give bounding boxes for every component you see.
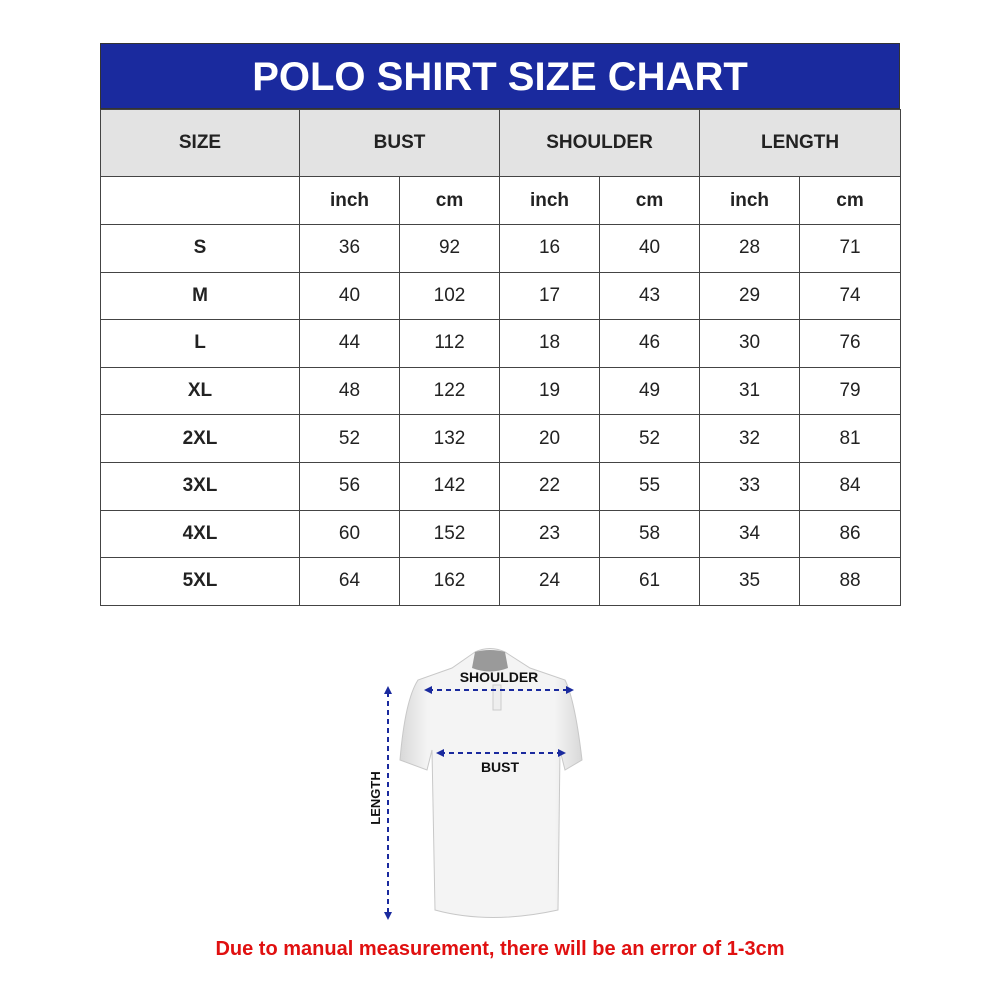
value-cell: 55 xyxy=(599,461,701,511)
measurement-note: Due to manual measurement, there will be… xyxy=(215,938,785,960)
value-cell: 28 xyxy=(699,224,801,273)
chart-title: POLO SHIRT SIZE CHART xyxy=(100,43,900,109)
value-cell: 19 xyxy=(499,366,601,416)
unit-row: inch cm inch cm inch cm xyxy=(100,176,902,225)
value-cell: 112 xyxy=(398,319,501,368)
value-cell: 24 xyxy=(499,557,601,606)
value-cell: 17 xyxy=(499,271,601,321)
shoulder-label: SHOULDER xyxy=(460,669,539,685)
value-cell: 86 xyxy=(799,509,902,559)
value-cell: 122 xyxy=(398,366,501,416)
value-cell: 20 xyxy=(499,414,601,463)
value-cell: 132 xyxy=(398,414,501,463)
unit-cell: cm xyxy=(599,176,701,225)
value-cell: 29 xyxy=(699,271,801,321)
unit-cell: cm xyxy=(398,176,501,225)
size-table: SIZE BUST SHOULDER LENGTH inch cm inch c… xyxy=(100,109,902,606)
value-cell: 35 xyxy=(699,557,801,606)
value-cell: 40 xyxy=(599,224,701,273)
value-cell: 48 xyxy=(299,366,400,416)
length-label: LENGTH xyxy=(368,771,383,824)
value-cell: 31 xyxy=(699,366,801,416)
value-cell: 52 xyxy=(599,414,701,463)
table-row: L 44 112 18 46 30 76 xyxy=(100,319,902,368)
value-cell: 58 xyxy=(599,509,701,559)
value-cell: 23 xyxy=(499,509,601,559)
value-cell: 64 xyxy=(299,557,400,606)
value-cell: 16 xyxy=(499,224,601,273)
size-cell: M xyxy=(100,271,300,321)
table-row: 2XL 52 132 20 52 32 81 xyxy=(100,414,902,463)
value-cell: 40 xyxy=(299,271,400,321)
value-cell: 32 xyxy=(699,414,801,463)
value-cell: 102 xyxy=(398,271,501,321)
table-row: 5XL 64 162 24 61 35 88 xyxy=(100,557,902,606)
value-cell: 152 xyxy=(398,509,501,559)
shirt-icon xyxy=(399,648,583,918)
table-row: S 36 92 16 40 28 71 xyxy=(100,224,902,273)
unit-empty xyxy=(100,176,300,225)
size-cell: S xyxy=(100,224,300,273)
unit-cell: inch xyxy=(699,176,801,225)
value-cell: 162 xyxy=(398,557,501,606)
value-cell: 79 xyxy=(799,366,902,416)
value-cell: 36 xyxy=(299,224,400,273)
value-cell: 44 xyxy=(299,319,400,368)
table-row: 3XL 56 142 22 55 33 84 xyxy=(100,461,902,511)
value-cell: 61 xyxy=(599,557,701,606)
value-cell: 92 xyxy=(398,224,501,273)
value-cell: 88 xyxy=(799,557,902,606)
value-cell: 30 xyxy=(699,319,801,368)
value-cell: 74 xyxy=(799,271,902,321)
size-chart: POLO SHIRT SIZE CHART SIZE BUST SHOULDER… xyxy=(100,43,902,606)
size-cell: 5XL xyxy=(100,557,300,606)
value-cell: 46 xyxy=(599,319,701,368)
size-cell: 3XL xyxy=(100,461,300,511)
value-cell: 76 xyxy=(799,319,902,368)
size-cell: XL xyxy=(100,366,300,416)
value-cell: 18 xyxy=(499,319,601,368)
value-cell: 43 xyxy=(599,271,701,321)
polo-shirt-diagram: SHOULDER BUST LENGTH xyxy=(368,648,583,920)
value-cell: 81 xyxy=(799,414,902,463)
size-cell: 4XL xyxy=(100,509,300,559)
value-cell: 84 xyxy=(799,461,902,511)
header-row: SIZE BUST SHOULDER LENGTH xyxy=(100,109,902,177)
table-row: M 40 102 17 43 29 74 xyxy=(100,271,902,321)
value-cell: 142 xyxy=(398,461,501,511)
header-length: LENGTH xyxy=(699,109,902,177)
header-shoulder: SHOULDER xyxy=(499,109,701,177)
table-row: XL 48 122 19 49 31 79 xyxy=(100,366,902,416)
size-cell: L xyxy=(100,319,300,368)
value-cell: 33 xyxy=(699,461,801,511)
header-bust: BUST xyxy=(298,109,501,177)
value-cell: 34 xyxy=(699,509,801,559)
value-cell: 56 xyxy=(299,461,400,511)
unit-cell: inch xyxy=(299,176,400,225)
size-cell: 2XL xyxy=(100,414,300,463)
bust-label: BUST xyxy=(481,759,520,775)
value-cell: 52 xyxy=(299,414,400,463)
unit-cell: inch xyxy=(499,176,601,225)
value-cell: 49 xyxy=(599,366,701,416)
value-cell: 22 xyxy=(499,461,601,511)
value-cell: 71 xyxy=(799,224,902,273)
value-cell: 60 xyxy=(299,509,400,559)
unit-cell: cm xyxy=(799,176,902,225)
table-row: 4XL 60 152 23 58 34 86 xyxy=(100,509,902,559)
header-size: SIZE xyxy=(100,109,300,177)
